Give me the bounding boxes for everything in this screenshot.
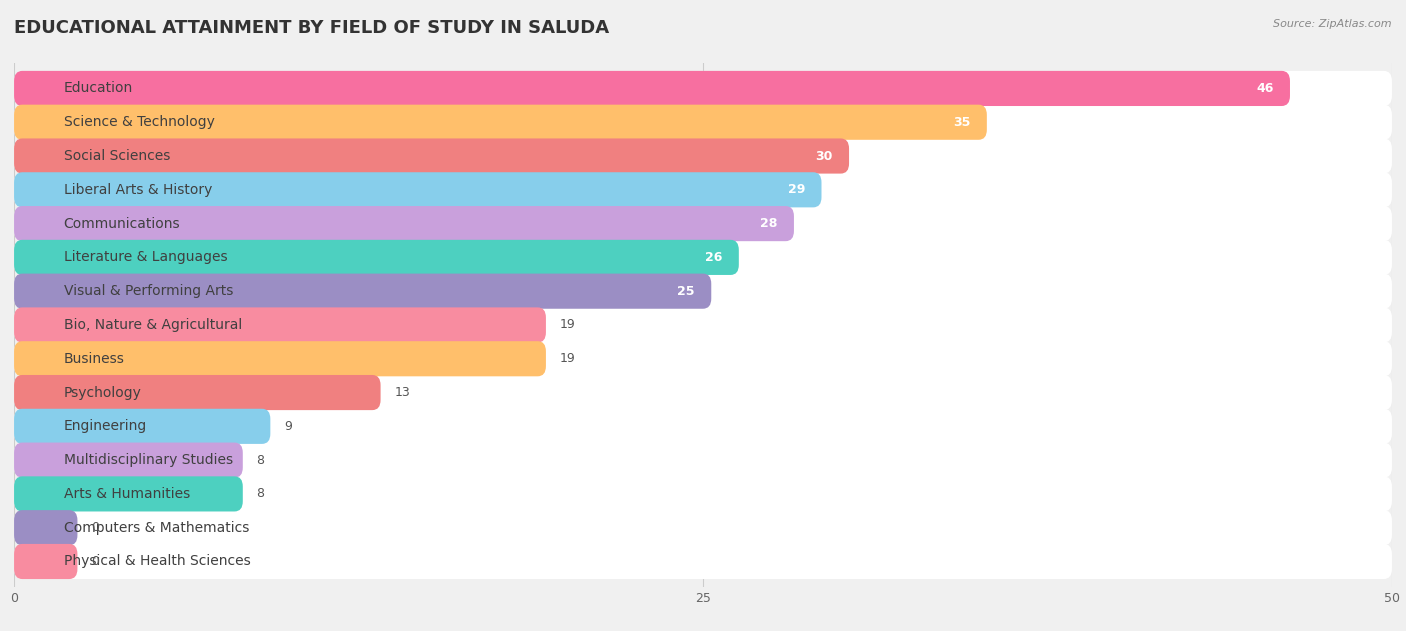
Text: 0: 0 bbox=[91, 555, 100, 568]
FancyBboxPatch shape bbox=[14, 307, 546, 343]
FancyBboxPatch shape bbox=[14, 105, 987, 140]
Text: 13: 13 bbox=[394, 386, 411, 399]
Text: 35: 35 bbox=[953, 115, 970, 129]
FancyBboxPatch shape bbox=[14, 544, 77, 579]
Text: Science & Technology: Science & Technology bbox=[63, 115, 215, 129]
Text: Multidisciplinary Studies: Multidisciplinary Studies bbox=[63, 453, 233, 467]
Text: Bio, Nature & Agricultural: Bio, Nature & Agricultural bbox=[63, 318, 242, 332]
Text: Computers & Mathematics: Computers & Mathematics bbox=[63, 521, 249, 534]
Text: Visual & Performing Arts: Visual & Performing Arts bbox=[63, 284, 233, 298]
Text: 0: 0 bbox=[91, 521, 100, 534]
Text: 9: 9 bbox=[284, 420, 292, 433]
FancyBboxPatch shape bbox=[14, 240, 738, 275]
FancyBboxPatch shape bbox=[14, 307, 1392, 343]
FancyBboxPatch shape bbox=[14, 409, 1392, 444]
FancyBboxPatch shape bbox=[14, 510, 77, 545]
FancyBboxPatch shape bbox=[14, 138, 849, 174]
Text: Engineering: Engineering bbox=[63, 420, 146, 433]
FancyBboxPatch shape bbox=[14, 442, 1392, 478]
Text: 19: 19 bbox=[560, 352, 575, 365]
Text: Source: ZipAtlas.com: Source: ZipAtlas.com bbox=[1274, 19, 1392, 29]
Text: Arts & Humanities: Arts & Humanities bbox=[63, 487, 190, 501]
FancyBboxPatch shape bbox=[14, 375, 1392, 410]
Text: 8: 8 bbox=[256, 454, 264, 466]
FancyBboxPatch shape bbox=[14, 172, 1392, 208]
FancyBboxPatch shape bbox=[14, 409, 270, 444]
Text: Physical & Health Sciences: Physical & Health Sciences bbox=[63, 555, 250, 569]
Text: 29: 29 bbox=[787, 184, 806, 196]
Text: 46: 46 bbox=[1256, 82, 1274, 95]
FancyBboxPatch shape bbox=[14, 442, 243, 478]
Text: Liberal Arts & History: Liberal Arts & History bbox=[63, 183, 212, 197]
FancyBboxPatch shape bbox=[14, 510, 1392, 545]
FancyBboxPatch shape bbox=[14, 71, 1289, 106]
FancyBboxPatch shape bbox=[14, 105, 1392, 140]
Text: EDUCATIONAL ATTAINMENT BY FIELD OF STUDY IN SALUDA: EDUCATIONAL ATTAINMENT BY FIELD OF STUDY… bbox=[14, 19, 609, 37]
FancyBboxPatch shape bbox=[14, 172, 821, 208]
Text: Social Sciences: Social Sciences bbox=[63, 149, 170, 163]
FancyBboxPatch shape bbox=[14, 341, 1392, 376]
FancyBboxPatch shape bbox=[14, 138, 1392, 174]
Text: 8: 8 bbox=[256, 487, 264, 500]
Text: Education: Education bbox=[63, 81, 134, 95]
FancyBboxPatch shape bbox=[14, 544, 1392, 579]
Text: 28: 28 bbox=[761, 217, 778, 230]
Text: Psychology: Psychology bbox=[63, 386, 142, 399]
FancyBboxPatch shape bbox=[14, 274, 711, 309]
FancyBboxPatch shape bbox=[14, 476, 243, 512]
Text: Business: Business bbox=[63, 351, 125, 366]
FancyBboxPatch shape bbox=[14, 240, 1392, 275]
FancyBboxPatch shape bbox=[14, 375, 381, 410]
Text: Literature & Languages: Literature & Languages bbox=[63, 251, 228, 264]
FancyBboxPatch shape bbox=[14, 341, 546, 376]
Text: 19: 19 bbox=[560, 319, 575, 331]
Text: Communications: Communications bbox=[63, 216, 180, 230]
Text: 30: 30 bbox=[815, 150, 832, 163]
FancyBboxPatch shape bbox=[14, 274, 1392, 309]
FancyBboxPatch shape bbox=[14, 476, 1392, 512]
Text: 25: 25 bbox=[678, 285, 695, 298]
Text: 26: 26 bbox=[704, 251, 723, 264]
FancyBboxPatch shape bbox=[14, 71, 1392, 106]
FancyBboxPatch shape bbox=[14, 206, 794, 241]
FancyBboxPatch shape bbox=[14, 206, 1392, 241]
